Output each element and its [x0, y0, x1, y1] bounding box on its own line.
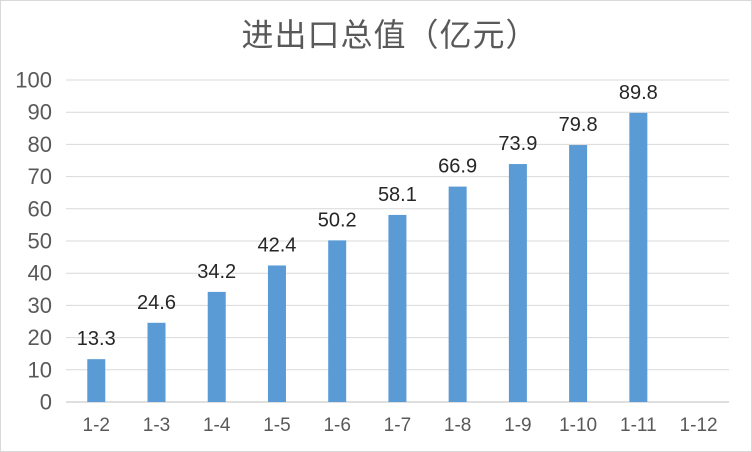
svg-text:58.1: 58.1	[378, 184, 417, 206]
svg-text:20: 20	[28, 325, 52, 350]
svg-text:24.6: 24.6	[137, 292, 176, 314]
svg-text:1-5: 1-5	[263, 415, 290, 436]
svg-text:50.2: 50.2	[318, 209, 357, 231]
svg-text:1-12: 1-12	[680, 415, 718, 436]
svg-text:89.8: 89.8	[619, 82, 658, 104]
svg-text:100: 100	[15, 68, 52, 93]
svg-text:1-4: 1-4	[203, 415, 231, 436]
svg-text:70: 70	[28, 164, 52, 189]
svg-text:1-9: 1-9	[504, 415, 531, 436]
svg-text:60: 60	[28, 196, 52, 221]
svg-text:80: 80	[28, 132, 52, 157]
svg-text:40: 40	[28, 261, 52, 286]
svg-text:1-3: 1-3	[143, 415, 170, 436]
svg-text:79.8: 79.8	[559, 114, 598, 136]
svg-text:42.4: 42.4	[257, 234, 296, 256]
svg-text:30: 30	[28, 293, 52, 318]
svg-text:34.2: 34.2	[197, 261, 236, 283]
svg-text:10: 10	[28, 357, 52, 382]
svg-text:1-6: 1-6	[323, 415, 350, 436]
svg-text:66.9: 66.9	[438, 156, 477, 178]
svg-text:13.3: 13.3	[77, 328, 116, 350]
svg-text:90: 90	[28, 100, 52, 125]
svg-text:73.9: 73.9	[498, 133, 537, 155]
svg-text:1-7: 1-7	[384, 415, 411, 436]
svg-text:1-8: 1-8	[444, 415, 471, 436]
svg-text:0: 0	[40, 390, 52, 415]
svg-text:1-10: 1-10	[559, 415, 597, 436]
svg-text:1-2: 1-2	[83, 415, 110, 436]
svg-text:50: 50	[28, 229, 52, 254]
svg-text:1-11: 1-11	[620, 415, 657, 436]
